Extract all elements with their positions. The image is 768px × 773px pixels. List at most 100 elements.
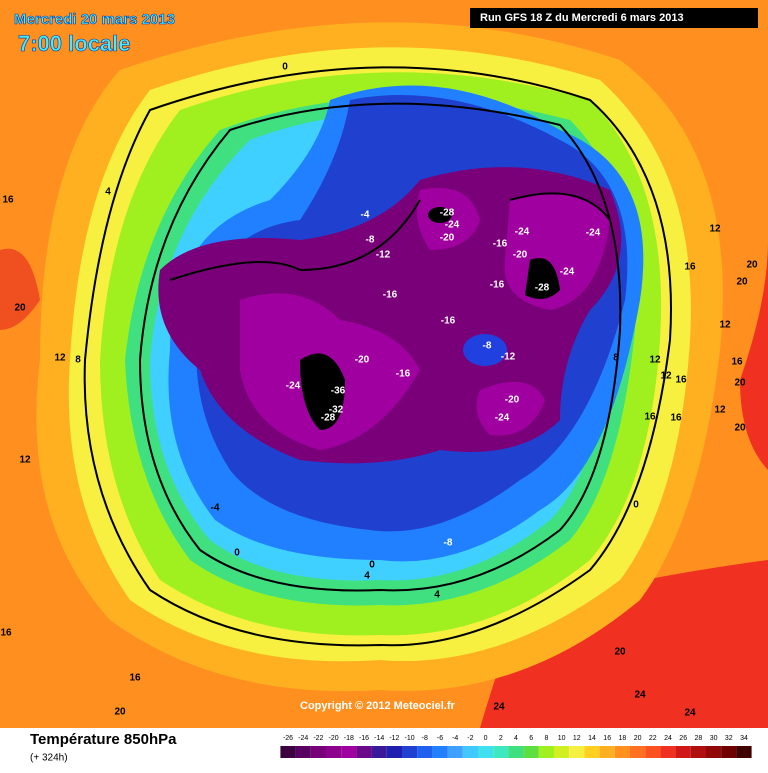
run-box [470,8,758,28]
contour-label: -20 [513,250,528,261]
colorbar-swatch [599,746,615,758]
colorbar-tick-label: 2 [499,735,503,742]
colorbar-tick-label: 4 [514,735,518,742]
colorbar-tick-label: 14 [588,735,596,742]
colorbar-swatch [569,746,585,758]
contour-label: 0 [633,500,639,511]
map-time: 7:00 locale [18,31,131,56]
colorbar-swatch [690,746,706,758]
colorbar-tick-label: -8 [422,735,428,742]
contour-label: 20 [734,378,746,389]
colorbar-tick-label: 0 [484,735,488,742]
colorbar-swatch [371,746,387,758]
contour-label: 24 [684,708,696,719]
colorbar-tick-label: -26 [283,735,293,742]
contour-label: 16 [129,673,141,684]
contour-label: 24 [634,690,646,701]
colorbar-tick-label: -2 [467,735,473,742]
contour-label: 12 [714,405,726,416]
colorbar-swatch [508,746,524,758]
contour-label: -20 [440,233,455,244]
contour-label: -28 [440,208,455,219]
colorbar-swatch [660,746,676,758]
colorbar-swatch [462,746,478,758]
footer-subtitle: (+ 324h) [30,753,68,764]
contour-label: -16 [493,239,508,250]
contour-label: 0 [282,62,288,73]
contour-label: 12 [19,455,31,466]
colorbar-tick-label: -4 [452,735,458,742]
contour-label: 4 [364,571,370,582]
contour-label: -24 [286,381,301,392]
contour-label: 20 [114,707,126,718]
colorbar-swatch [356,746,372,758]
colorbar-swatch [584,746,600,758]
contour-label: -12 [376,250,391,261]
colorbar-swatch [493,746,509,758]
contour-label: 12 [54,353,66,364]
contour-label: 16 [684,262,696,273]
colorbar-swatch [523,746,539,758]
colorbar-swatch [341,746,357,758]
contour-label: 16 [731,357,743,368]
colorbar-swatch [295,746,311,758]
colorbar-swatch [721,746,737,758]
contour-label: 20 [734,423,746,434]
colorbar-tick-label: 8 [544,735,548,742]
contour-label: -32 [329,405,344,416]
contour-label: -28 [535,283,550,294]
contour-label: 8 [75,355,81,366]
colorbar-swatch [630,746,646,758]
colorbar-swatch [402,746,418,758]
contour-label: 8 [613,353,619,364]
contour-label: 20 [736,277,748,288]
colorbar-tick-label: -22 [313,735,323,742]
colorbar-tick-label: -6 [437,735,443,742]
contour-label: 4 [105,187,111,198]
contour-label: 20 [746,260,758,271]
contour-label: 16 [670,413,682,424]
contour-label: -24 [515,227,530,238]
contour-label: 20 [14,303,26,314]
copyright: Copyright © 2012 Meteociel.fr [300,700,456,712]
contour-label: 16 [0,628,12,639]
colorbar-swatch [614,746,630,758]
colorbar-tick-label: 18 [619,735,627,742]
contour-label: 12 [660,371,672,382]
colorbar-tick-label: 22 [649,735,657,742]
colorbar-tick-label: 10 [558,735,566,742]
colorbar-tick-label: 26 [679,735,687,742]
contour-label: 0 [369,560,375,571]
colorbar-swatch [447,746,463,758]
contour-label: -8 [483,341,492,352]
colorbar-swatch [326,746,342,758]
contour-label: -16 [490,280,505,291]
contour-label: -4 [211,503,220,514]
colorbar-tick-label: 24 [664,735,672,742]
contour-label: 20 [614,647,626,658]
colorbar-tick-label: 20 [634,735,642,742]
colorbar-tick-label: 6 [529,735,533,742]
contour-label: -24 [560,267,575,278]
contour-label: -16 [383,290,398,301]
contour-label: 12 [649,355,661,366]
colorbar-tick-label: 16 [603,735,611,742]
contour-label: -24 [586,228,601,239]
colorbar-tick-label: 12 [573,735,581,742]
contour-label: -28 [321,413,336,424]
colorbar-tick-label: -24 [298,735,308,742]
colorbar-tick-label: 34 [740,735,748,742]
colorbar-tick-label: 32 [725,735,733,742]
colorbar-tick-label: -20 [329,735,339,742]
contour-label: 0 [234,548,240,559]
contour-label: -4 [361,210,370,221]
contour-label: -12 [501,352,516,363]
contour-label: -8 [366,235,375,246]
colorbar-swatch [736,746,752,758]
colorbar-tick-label: -12 [389,735,399,742]
contour-label: -20 [505,395,520,406]
contour-label: 12 [709,224,721,235]
colorbar-tick-label: 28 [695,735,703,742]
